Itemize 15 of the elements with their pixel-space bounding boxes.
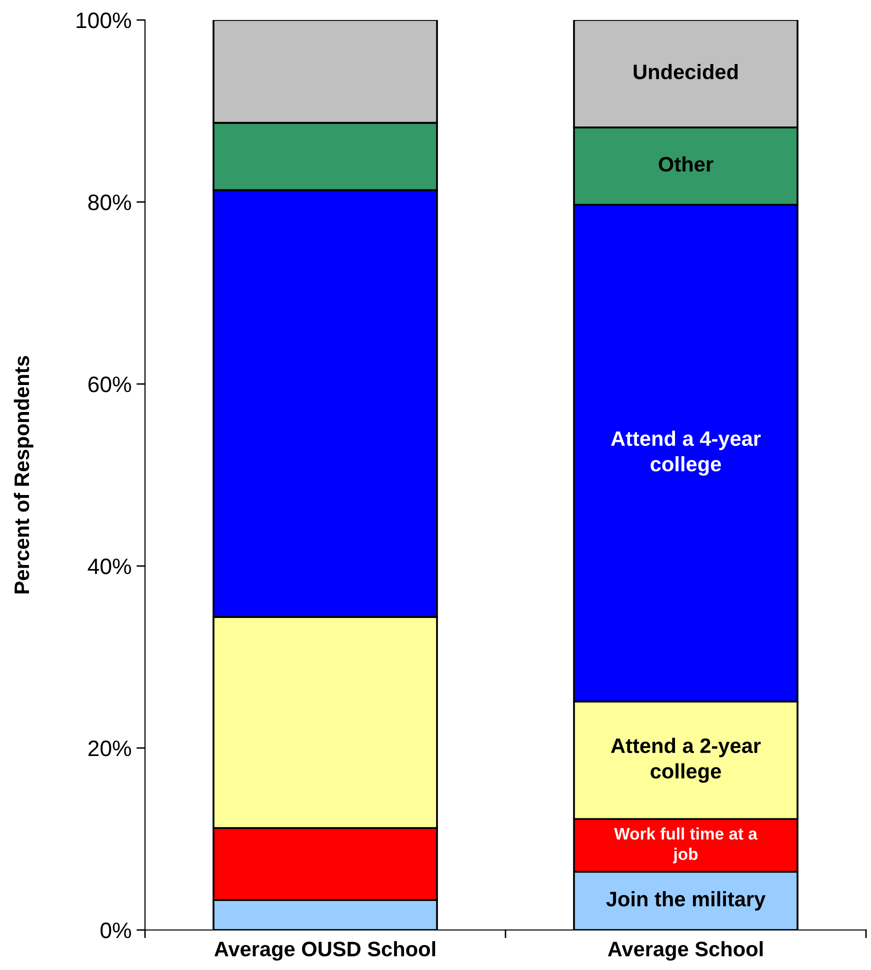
series-label: Attend a 4-year college (611, 430, 761, 476)
y-tick-label: 20% (88, 740, 132, 756)
x-tick-label: Average School (608, 941, 763, 961)
series-label: Attend a 2-year college (611, 738, 761, 783)
series-label: Join the military (606, 891, 766, 911)
y-axis-title: Percent of Respondents (14, 356, 34, 594)
y-tick-label: 40% (88, 558, 132, 574)
y-tick-label: 60% (88, 376, 132, 392)
y-tick-label: 100% (76, 12, 132, 28)
series-label: Undecided (634, 64, 738, 80)
x-tick-label: Average OUSD School (214, 941, 436, 961)
y-tick-label: 0% (100, 922, 132, 938)
y-tick-label: 80% (88, 194, 132, 210)
series-label: Work full time at a job (614, 827, 758, 864)
series-label: Other (658, 156, 714, 172)
